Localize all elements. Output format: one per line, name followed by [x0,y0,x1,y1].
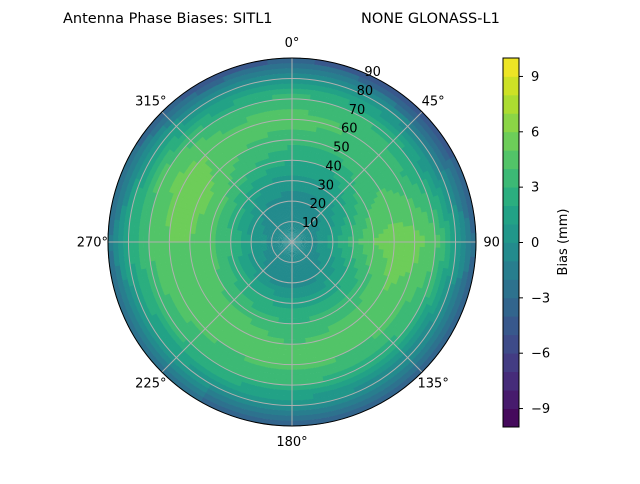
chart-title-left: Antenna Phase Biases: SITL1 [63,11,273,27]
field-cell [283,68,292,74]
chart-title-right: NONE GLONASS-L1 [361,11,500,27]
